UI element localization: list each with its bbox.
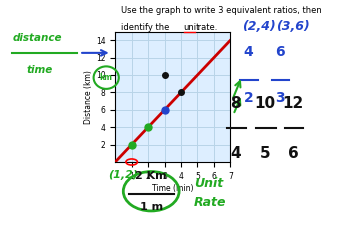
Text: km: km — [100, 73, 113, 82]
Text: Unit: Unit — [194, 177, 223, 190]
Text: 5: 5 — [260, 146, 271, 161]
Text: 2 Km: 2 Km — [135, 171, 167, 181]
Text: unit: unit — [184, 22, 200, 32]
Text: Rate: Rate — [194, 196, 226, 209]
Text: identify the: identify the — [121, 22, 172, 32]
Text: 6: 6 — [275, 45, 285, 58]
Text: Use the graph to write 3 equivalent ratios, then: Use the graph to write 3 equivalent rati… — [121, 6, 321, 15]
Text: (3,6): (3,6) — [276, 20, 310, 34]
Text: 4: 4 — [230, 146, 241, 161]
Text: 10: 10 — [255, 96, 276, 111]
Text: 8: 8 — [230, 96, 241, 111]
Text: 12: 12 — [283, 96, 304, 111]
Text: (1,2): (1,2) — [108, 171, 138, 180]
Text: 6: 6 — [288, 146, 299, 161]
Text: 2: 2 — [243, 91, 253, 105]
Text: 3: 3 — [275, 91, 285, 105]
Text: 4: 4 — [243, 45, 253, 58]
Y-axis label: Distance (km): Distance (km) — [84, 70, 93, 124]
Text: (2,4): (2,4) — [242, 20, 276, 34]
Text: 1 m: 1 m — [140, 202, 163, 212]
Text: distance: distance — [13, 33, 62, 43]
Text: time: time — [27, 65, 53, 75]
X-axis label: Time (min): Time (min) — [152, 184, 194, 193]
Text: rate.: rate. — [195, 22, 218, 32]
